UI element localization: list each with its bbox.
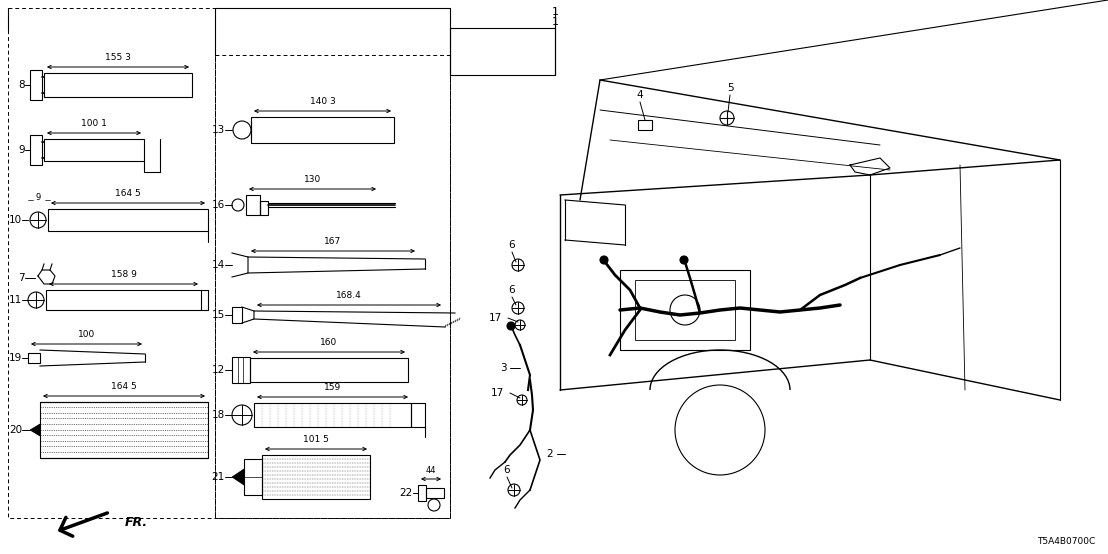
Bar [261,455,370,499]
Circle shape [601,256,608,264]
Bar [40,402,208,458]
Text: 9: 9 [35,193,41,203]
Text: 4: 4 [637,90,644,100]
Text: 10: 10 [9,215,22,225]
Bar [250,358,408,382]
Bar [44,139,144,161]
Bar [620,270,750,350]
Text: 1: 1 [552,7,558,17]
Text: 7: 7 [19,273,25,283]
Circle shape [680,256,688,264]
Text: 1: 1 [552,17,558,27]
Bar [215,8,450,518]
Bar [418,485,425,501]
Text: 2: 2 [546,449,553,459]
Text: 5: 5 [727,83,733,93]
Text: 168.4: 168.4 [336,291,362,300]
Text: 140 3: 140 3 [309,97,336,106]
Text: 12: 12 [212,365,225,375]
Text: 9: 9 [19,145,25,155]
Text: 164 5: 164 5 [115,189,141,198]
Bar [44,73,192,97]
Text: 6: 6 [509,240,515,250]
Bar [28,353,40,363]
Text: 17: 17 [489,313,502,323]
Text: 6: 6 [509,285,515,295]
Text: 20: 20 [9,425,22,435]
Bar [232,357,250,383]
Bar [244,459,261,495]
Text: 6: 6 [504,465,511,475]
Text: 14: 14 [212,260,225,270]
Text: 160: 160 [320,338,338,347]
Bar [260,201,268,215]
Text: 3: 3 [500,363,506,373]
Bar [48,209,208,231]
Text: 21: 21 [212,472,225,482]
Text: 100 1: 100 1 [81,119,107,128]
Bar [47,290,201,310]
Bar [425,488,444,498]
Bar [232,307,242,323]
Text: 16: 16 [212,200,225,210]
Text: 155 3: 155 3 [105,53,131,62]
Text: FR.: FR. [125,516,148,529]
Bar [246,195,260,215]
Bar [252,117,394,143]
Text: 18: 18 [212,410,225,420]
Text: 19: 19 [9,353,22,363]
Bar [30,70,42,100]
Bar [254,403,411,427]
Text: 100: 100 [78,330,95,339]
Polygon shape [30,424,40,436]
Text: T5A4B0700C: T5A4B0700C [1037,537,1095,546]
Text: 101 5: 101 5 [304,435,329,444]
Text: 22: 22 [400,488,413,498]
Bar [8,8,450,518]
Text: 8: 8 [19,80,25,90]
Text: 13: 13 [212,125,225,135]
Text: 17: 17 [491,388,504,398]
Text: 158 9: 158 9 [111,270,136,279]
Text: 44: 44 [425,466,437,475]
Bar [30,135,42,165]
Text: 15: 15 [212,310,225,320]
Bar [638,120,652,130]
Text: 130: 130 [304,175,321,184]
Text: 167: 167 [325,237,341,246]
Text: 164 5: 164 5 [111,382,137,391]
Circle shape [507,322,515,330]
Text: 159: 159 [324,383,341,392]
Polygon shape [232,469,244,485]
Bar [635,280,735,340]
Text: 11: 11 [9,295,22,305]
